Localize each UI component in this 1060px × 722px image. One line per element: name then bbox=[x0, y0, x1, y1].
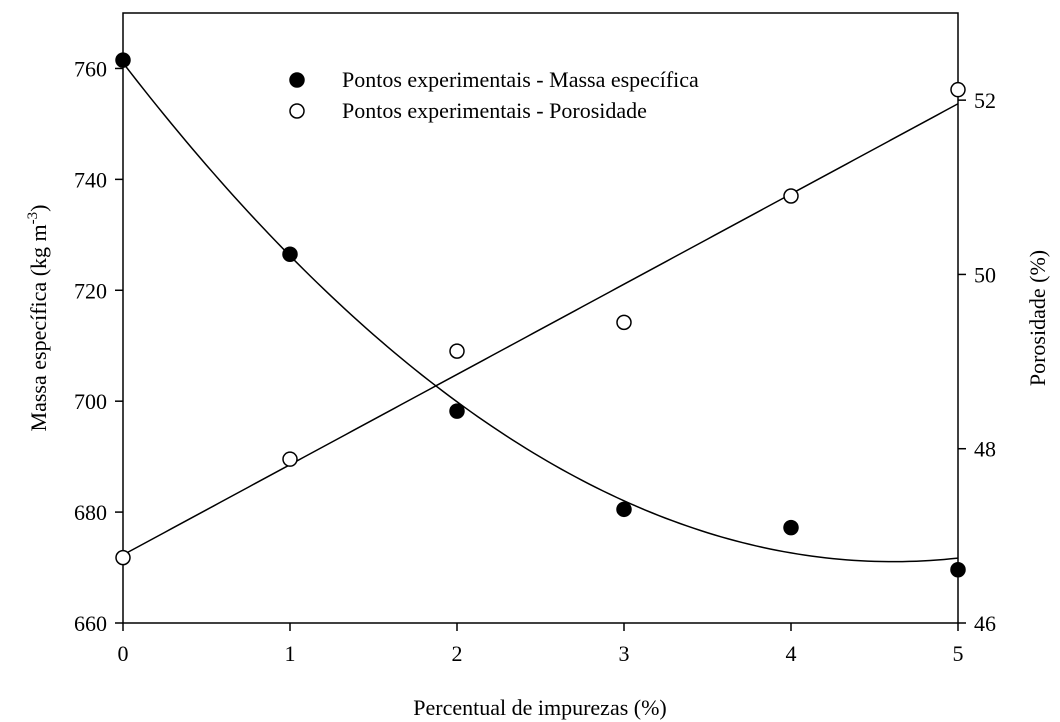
x-tick-label: 4 bbox=[786, 641, 797, 666]
legend-label-massa: Pontos experimentais - Massa específica bbox=[342, 67, 699, 92]
data-points bbox=[115, 52, 966, 578]
fit-line-porosidade bbox=[122, 103, 959, 556]
y-left-axis-label-superscript: -3 bbox=[25, 212, 41, 225]
y-left-tick-label: 740 bbox=[74, 167, 107, 192]
y-right-axis-label: Porosidade (%) bbox=[1025, 250, 1050, 386]
point-porosidade bbox=[282, 451, 298, 467]
y-right-tick-label: 50 bbox=[974, 262, 996, 287]
legend-marker-massa bbox=[289, 72, 305, 88]
x-tick-label: 0 bbox=[118, 641, 129, 666]
legend: Pontos experimentais - Massa específica … bbox=[289, 67, 699, 123]
point-porosidade bbox=[616, 314, 632, 331]
x-tick-label: 1 bbox=[285, 641, 296, 666]
y-left-axis-ticks: 660 680 700 720 740 760 bbox=[74, 56, 123, 636]
y-left-tick-label: 660 bbox=[74, 611, 107, 636]
fit-curve-massa bbox=[122, 62, 959, 563]
legend-marker-porosidade bbox=[289, 103, 305, 119]
y-left-axis-label: Massa específica (kg m-3) bbox=[25, 205, 51, 432]
x-tick-label: 2 bbox=[452, 641, 463, 666]
y-right-axis-ticks: 46 48 50 52 bbox=[958, 88, 996, 636]
point-massa bbox=[282, 246, 298, 262]
y-right-tick-label: 46 bbox=[974, 611, 996, 636]
point-massa bbox=[115, 52, 131, 68]
point-massa bbox=[950, 562, 966, 578]
point-porosidade bbox=[783, 188, 799, 204]
x-tick-label: 3 bbox=[619, 641, 630, 666]
point-porosidade bbox=[950, 81, 966, 98]
y-left-tick-label: 700 bbox=[74, 389, 107, 414]
point-massa bbox=[783, 519, 799, 536]
x-axis-label: Percentual de impurezas (%) bbox=[413, 695, 667, 720]
legend-label-porosidade: Pontos experimentais - Porosidade bbox=[342, 98, 647, 123]
point-porosidade bbox=[115, 549, 131, 566]
plot-frame bbox=[122, 12, 959, 624]
point-massa bbox=[449, 403, 465, 419]
y-left-tick-label: 720 bbox=[74, 278, 107, 303]
point-porosidade bbox=[449, 343, 465, 359]
y-left-tick-label: 680 bbox=[74, 500, 107, 525]
x-axis-ticks: 0 1 2 3 4 5 bbox=[118, 623, 964, 666]
fit-lines bbox=[122, 62, 959, 563]
x-tick-label: 5 bbox=[953, 641, 964, 666]
y-right-tick-label: 52 bbox=[974, 88, 996, 113]
y-right-tick-label: 48 bbox=[974, 437, 996, 462]
y-left-tick-label: 760 bbox=[74, 56, 107, 81]
point-massa bbox=[616, 501, 632, 518]
